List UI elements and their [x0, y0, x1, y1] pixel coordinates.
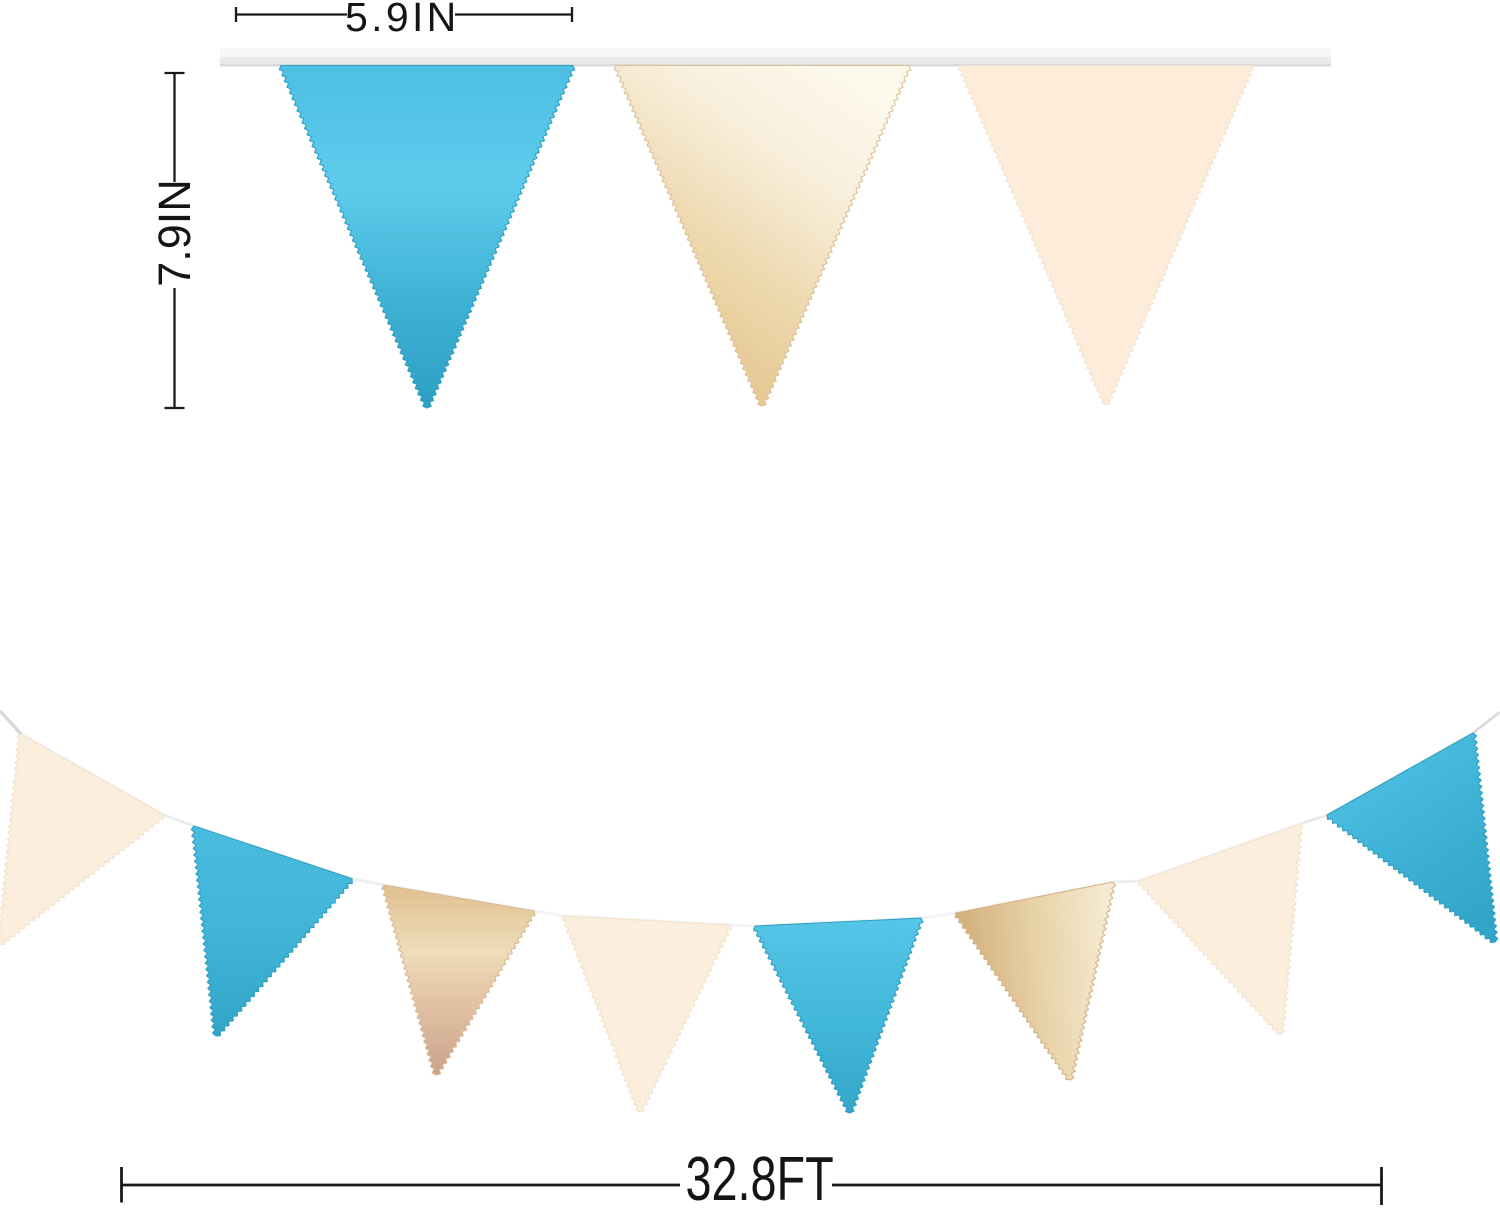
svg-text:5.9IN: 5.9IN	[345, 0, 460, 40]
svg-text:7.9IN: 7.9IN	[149, 179, 200, 287]
svg-text:32.8FT: 32.8FT	[685, 1144, 833, 1208]
